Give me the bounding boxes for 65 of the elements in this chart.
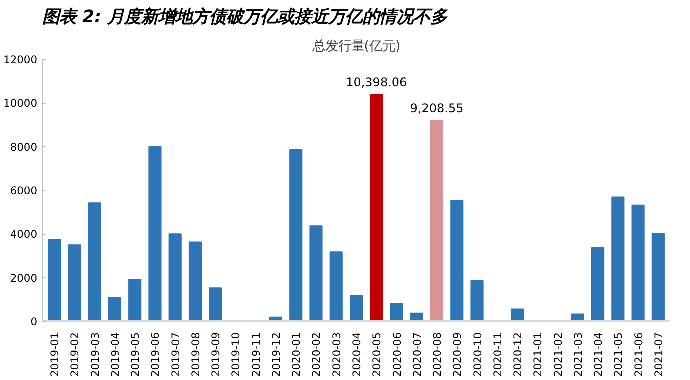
bar bbox=[48, 239, 62, 322]
bar bbox=[430, 120, 444, 322]
y-tick-label: 6000 bbox=[10, 184, 38, 198]
y-tick-label: 12000 bbox=[4, 54, 38, 66]
bar bbox=[330, 252, 343, 322]
x-tick-label: 2019-10 bbox=[230, 332, 243, 378]
x-tick-label: 2021-03 bbox=[572, 332, 585, 378]
x-tick-label: 2021-07 bbox=[652, 332, 666, 378]
x-tick-label: 2020-08 bbox=[431, 332, 444, 378]
bar bbox=[370, 94, 384, 322]
bar bbox=[612, 196, 625, 322]
bar bbox=[290, 149, 303, 322]
x-tick-label: 2021-02 bbox=[552, 332, 565, 378]
x-tick-label: 2020-11 bbox=[491, 332, 504, 378]
x-tick-label: 2019-05 bbox=[129, 332, 142, 378]
chart-title: 图表 2: 月度新增地方债破万亿或接近万亿的情况不多 bbox=[42, 6, 449, 28]
x-tick-label: 2019-09 bbox=[210, 332, 223, 378]
bar bbox=[209, 288, 222, 322]
y-tick-label: 10000 bbox=[4, 97, 38, 110]
chart-subtitle: 总发行量(亿元) bbox=[311, 40, 401, 54]
data-label: 10,398.06 bbox=[346, 75, 408, 90]
bar bbox=[128, 279, 142, 322]
bar bbox=[450, 200, 464, 322]
x-tick-label: 2021-06 bbox=[632, 332, 646, 378]
x-tick-label: 2020-01 bbox=[290, 332, 304, 378]
x-tick-label: 2020-02 bbox=[310, 332, 324, 378]
x-tick-label: 2019-01 bbox=[48, 332, 62, 378]
x-tick-label: 2020-05 bbox=[370, 332, 384, 378]
x-tick-label: 2020-06 bbox=[390, 332, 404, 378]
x-tick-label: 2020-10 bbox=[471, 332, 484, 378]
bar bbox=[652, 233, 665, 322]
bar bbox=[510, 308, 524, 322]
bar bbox=[390, 303, 404, 322]
y-tick-label: 2000 bbox=[10, 272, 38, 285]
x-tick-label: 2020-12 bbox=[512, 332, 525, 378]
bar bbox=[168, 234, 182, 322]
bar bbox=[148, 146, 162, 322]
x-tick-label: 2021-01 bbox=[532, 332, 545, 378]
x-tick-label: 2020-03 bbox=[330, 332, 344, 378]
data-label: 9,208.55 bbox=[410, 101, 464, 116]
x-tick-label: 2019-02 bbox=[68, 332, 82, 378]
x-tick-label: 2019-12 bbox=[270, 332, 283, 378]
x-tick-label: 2019-07 bbox=[169, 332, 182, 378]
y-tick-label: 8000 bbox=[10, 140, 38, 154]
x-tick-label: 2019-03 bbox=[88, 332, 102, 378]
bar bbox=[188, 242, 202, 322]
bar bbox=[632, 204, 645, 322]
bar bbox=[310, 226, 323, 322]
x-tick-label: 2020-07 bbox=[410, 332, 424, 378]
bar bbox=[592, 247, 605, 322]
x-tick-label: 2021-04 bbox=[592, 332, 606, 378]
x-tick-label: 2020-04 bbox=[350, 332, 364, 378]
x-tick-label: 2019-04 bbox=[108, 332, 122, 378]
y-tick-label: 0 bbox=[30, 316, 38, 328]
x-tick-label: 2020-09 bbox=[451, 332, 464, 378]
bar bbox=[68, 244, 82, 322]
x-tick-label: 2019-06 bbox=[149, 332, 162, 378]
bar bbox=[350, 295, 364, 322]
x-tick-label: 2019-11 bbox=[250, 332, 263, 378]
x-tick-label: 2019-08 bbox=[189, 332, 202, 378]
bar bbox=[470, 280, 484, 322]
x-tick-label: 2021-05 bbox=[612, 332, 626, 378]
y-tick-label: 4000 bbox=[10, 228, 38, 242]
bar bbox=[88, 202, 102, 322]
bar bbox=[108, 297, 122, 322]
